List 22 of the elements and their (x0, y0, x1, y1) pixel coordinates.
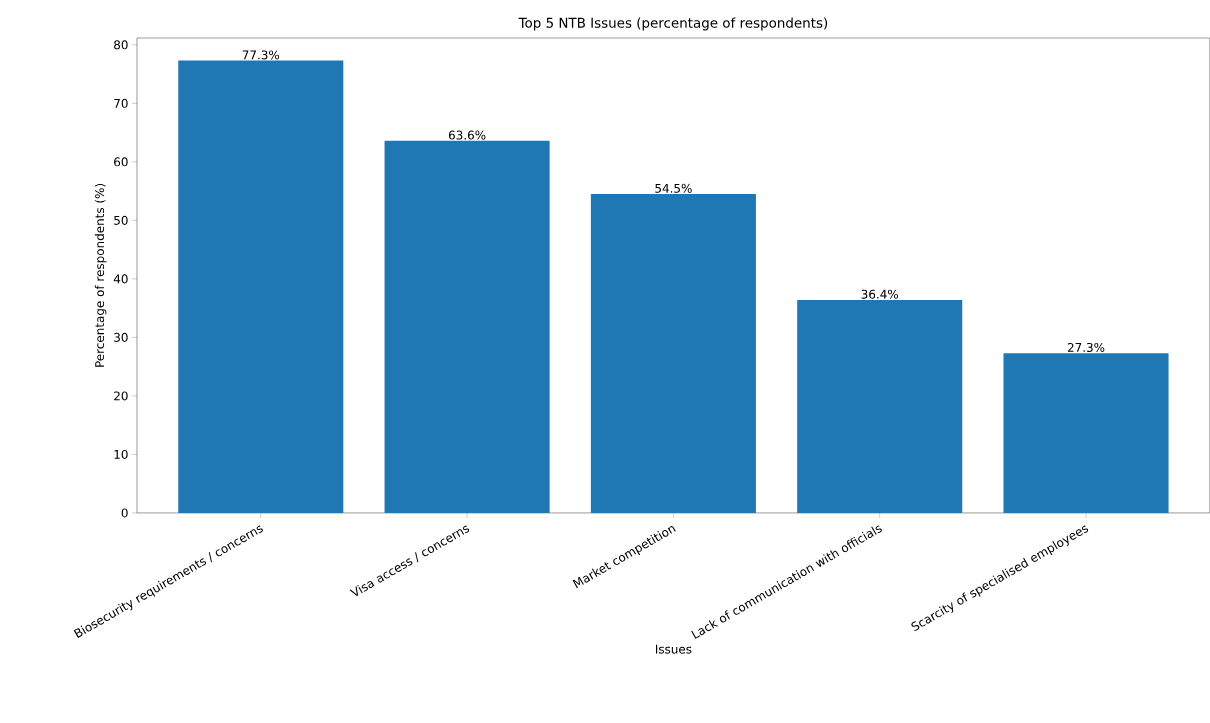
y-axis-title: Percentage of respondents (%) (94, 184, 107, 367)
data-label: 27.3% (1067, 342, 1105, 353)
bar (797, 299, 963, 513)
y-tick-label: 80 (114, 40, 128, 50)
bar (590, 194, 756, 513)
y-tick-label: 20 (114, 391, 128, 401)
y-tick-label: 0 (121, 508, 128, 518)
data-label: 63.6% (448, 130, 486, 140)
bar (178, 60, 344, 513)
x-axis-title: Issues (656, 644, 692, 654)
y-tick-label: 30 (114, 332, 128, 342)
y-tick-label: 40 (113, 274, 128, 284)
data-label: 54.5% (655, 183, 692, 193)
y-tick-label: 50 (114, 215, 128, 225)
bar (1003, 353, 1169, 513)
y-tick-label: 10 (114, 449, 128, 459)
y-tick-label: 70 (114, 98, 128, 108)
data-label: 77.3% (242, 50, 280, 60)
y-tick-label: 60 (114, 157, 128, 167)
chart-title: Top 5 NTB Issues (percentage of respondents) (518, 17, 828, 31)
bar (384, 140, 550, 513)
data-label: 36.4% (861, 289, 899, 299)
